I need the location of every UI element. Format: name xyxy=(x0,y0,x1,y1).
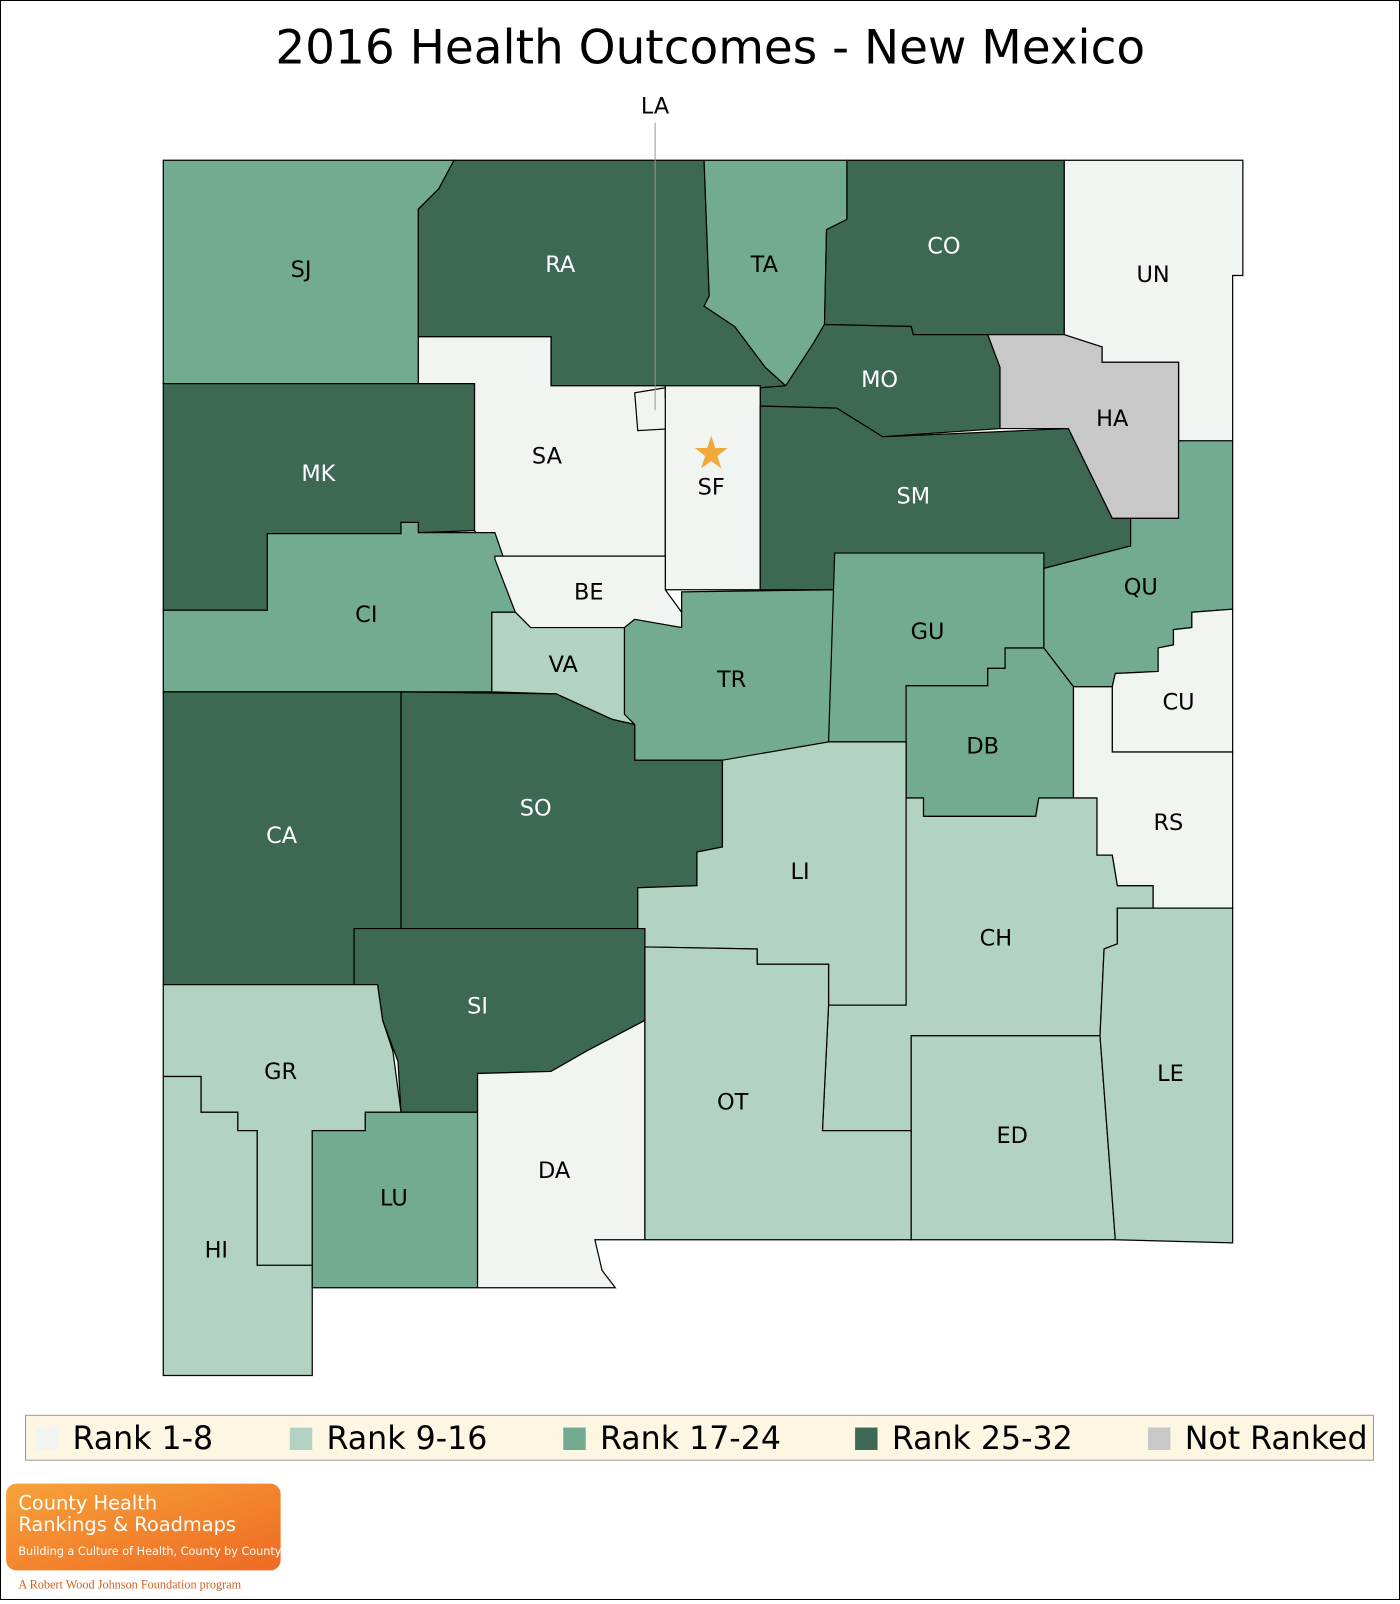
legend-label: Rank 1-8 xyxy=(72,1421,213,1457)
county-label: HA xyxy=(1096,406,1129,432)
county-label: LU xyxy=(380,1185,408,1211)
county-label: SJ xyxy=(291,257,312,283)
legend-label: Rank 25-32 xyxy=(892,1421,1073,1457)
legend: Rank 1-8 Rank 9-16 Rank 17-24 Rank 25-32 Not… xyxy=(35,1421,1368,1457)
map-title: 2016 Health Outcomes - New Mexico xyxy=(275,21,1145,76)
county-label: SM xyxy=(896,483,930,509)
county-label: RA xyxy=(545,252,576,278)
county-label: MO xyxy=(861,367,898,393)
legend-swatch xyxy=(855,1427,878,1450)
county-label: SI xyxy=(467,994,488,1020)
county-label: CI xyxy=(355,602,377,628)
legend-label: Not Ranked xyxy=(1185,1421,1368,1457)
county-label: SF xyxy=(698,474,725,500)
logo-tagline: Building a Culture of Health, County by … xyxy=(18,1545,281,1558)
county xyxy=(476,1019,646,1289)
county xyxy=(644,946,912,1241)
county-label: LE xyxy=(1157,1061,1184,1087)
legend-swatch xyxy=(563,1427,586,1450)
county-label: CU xyxy=(1163,690,1195,716)
county-label: OT xyxy=(717,1090,749,1116)
county-label: HI xyxy=(205,1238,228,1264)
county-label: UN xyxy=(1136,262,1169,288)
county-label: RS xyxy=(1153,810,1183,836)
county xyxy=(664,385,761,591)
county-label: LI xyxy=(790,859,809,885)
county-label: QU xyxy=(1124,574,1158,600)
legend-swatch xyxy=(289,1427,313,1450)
legend-swatch xyxy=(1147,1427,1171,1450)
capital-star xyxy=(694,435,728,469)
county-label: CO xyxy=(927,233,960,259)
county xyxy=(162,1075,313,1377)
logo-line2: Rankings & Roadmaps xyxy=(18,1513,236,1536)
county-label: CH xyxy=(980,925,1013,951)
county-label: VA xyxy=(549,652,579,678)
county-label: DA xyxy=(538,1158,571,1184)
county-label: CA xyxy=(266,823,298,849)
logo-line1: County Health xyxy=(18,1492,157,1515)
county-label: TR xyxy=(716,667,746,693)
county-label: DB xyxy=(966,733,999,759)
county-label: LA xyxy=(641,94,670,120)
county-label: GR xyxy=(264,1059,297,1085)
legend-label: Rank 17-24 xyxy=(600,1421,781,1457)
county-label: SO xyxy=(520,796,552,822)
county-label: MK xyxy=(301,461,336,487)
county-label: BE xyxy=(574,579,604,605)
logo-badge xyxy=(6,1483,281,1571)
logo-footer: A Robert Wood Johnson Foundation program xyxy=(18,1578,241,1592)
county-label: SA xyxy=(532,444,563,470)
county xyxy=(1099,907,1234,1244)
county-label: GU xyxy=(911,619,945,645)
legend-swatch xyxy=(35,1427,59,1450)
county-label: ED xyxy=(997,1123,1028,1149)
county-layer: SJ RA TA CO UN MO HA SA LA SF SM MK CI BE VA TR GU QU CU DB… xyxy=(162,94,1244,1377)
legend-label: Rank 9-16 xyxy=(327,1421,488,1457)
county-label: TA xyxy=(750,252,779,278)
